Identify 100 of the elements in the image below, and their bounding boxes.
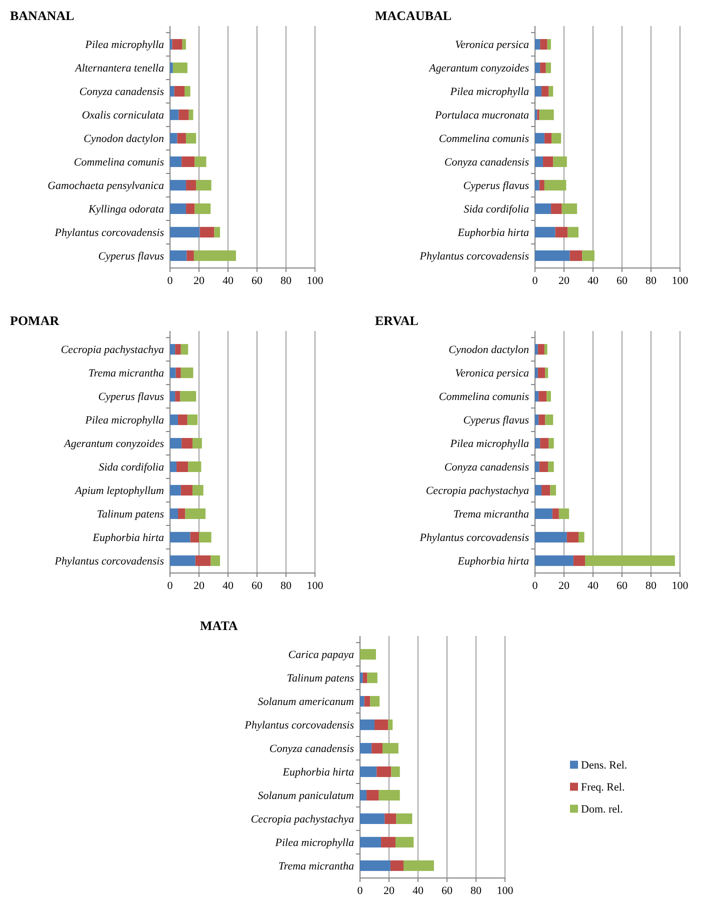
bar (175, 391, 180, 402)
bar (170, 532, 190, 542)
bar (177, 132, 186, 144)
x-tick-label: 20 (558, 275, 570, 287)
y-tick-label: Conyza canadensis (444, 462, 529, 474)
x-tick-label: 100 (306, 580, 324, 592)
bar (360, 719, 374, 730)
bar (192, 484, 204, 496)
y-tick-label: Conyza canadensis (444, 156, 529, 169)
bar (178, 414, 188, 426)
bar (170, 508, 178, 519)
bar (170, 414, 178, 426)
bar (547, 39, 551, 50)
y-tick-label: Phylantus corcovadensis (418, 532, 529, 544)
bar (360, 696, 364, 707)
y-tick-label: Phylantus corcovadensis (244, 720, 354, 732)
bar (535, 391, 539, 402)
bar (180, 391, 196, 402)
bar (199, 532, 212, 542)
y-tick-label: Veronica persica (455, 368, 530, 380)
y-tick-label: Pilea microphylla (84, 414, 164, 427)
y-tick-label: Commelina comunis (438, 391, 529, 404)
bar (388, 719, 393, 730)
bar (170, 438, 182, 449)
bar (174, 86, 184, 97)
bar (542, 156, 554, 168)
bar (540, 62, 546, 74)
bar (546, 391, 551, 402)
y-tick-label: Agerantum conyzoides (428, 62, 529, 75)
y-tick-label: Commelina comunis (74, 156, 164, 169)
x-tick-label: 40 (222, 580, 234, 592)
bar (188, 109, 194, 120)
bar (535, 132, 544, 144)
bar (170, 62, 173, 74)
bar (552, 132, 562, 144)
x-tick-label: 40 (222, 275, 234, 287)
bar (170, 484, 181, 496)
bar (535, 156, 543, 168)
bar (381, 836, 396, 848)
bar (535, 344, 538, 355)
bar (180, 484, 192, 496)
bar (376, 766, 392, 778)
bar (210, 555, 220, 566)
bar (382, 742, 398, 754)
y-tick-label: Cynodon dactylon (448, 344, 530, 356)
bar (535, 86, 542, 97)
y-tick-label: Cyperus flavus (463, 180, 529, 192)
bar (360, 672, 363, 684)
bar (182, 438, 192, 449)
bar (535, 368, 538, 378)
bar (535, 250, 570, 261)
bar (539, 109, 554, 120)
y-tick-label: Agerantum conyzoides (63, 438, 164, 450)
bar (360, 766, 377, 778)
y-tick-label: Talinum patens (96, 508, 164, 521)
y-tick-label: Talinum patens (286, 672, 354, 685)
bar (552, 508, 559, 519)
bar (178, 109, 189, 120)
bar (170, 203, 186, 214)
y-tick-label: Portulaca mucronata (434, 110, 530, 122)
y-tick-label: Pilea microphylla (449, 86, 530, 98)
bar (196, 180, 212, 191)
bar (378, 790, 400, 801)
bar (535, 555, 574, 566)
bar (186, 132, 196, 144)
bar (180, 344, 188, 355)
bar (548, 86, 554, 97)
bar (538, 414, 546, 426)
legend-label: Dens. Rel. (581, 760, 628, 772)
bar (360, 742, 372, 754)
bar (544, 180, 566, 191)
bar (535, 438, 540, 449)
bar (582, 250, 594, 261)
y-tick-label: Trema micrantha (453, 508, 530, 521)
bar (178, 508, 186, 519)
y-tick-label: Cyperus flavus (98, 250, 164, 263)
y-tick-label: Euphorbia hirta (282, 766, 354, 779)
bar (170, 344, 176, 355)
bar (190, 532, 199, 542)
x-tick-label: 20 (558, 580, 570, 592)
y-tick-label: Cyperus flavus (463, 414, 529, 427)
bar (535, 62, 540, 74)
bar (195, 555, 211, 566)
y-tick-label: Trema micrantha (278, 860, 354, 873)
y-tick-label: Kyllinga odorata (88, 204, 164, 216)
bar (374, 719, 388, 730)
y-tick-label: Sida cordifolia (98, 462, 164, 474)
bar (391, 766, 400, 778)
x-tick-label: 100 (306, 275, 324, 287)
bar (360, 790, 367, 801)
y-tick-label: Pilea microphylla (449, 438, 530, 450)
y-tick-label: Apium leptophyllum (74, 485, 164, 498)
bar (186, 203, 195, 214)
y-tick-label: Euphorbia hirta (92, 532, 164, 544)
bar (172, 62, 188, 74)
x-tick-label: 0 (357, 885, 364, 897)
bar (535, 414, 539, 426)
y-tick-label: Cecropia pachystachya (250, 814, 354, 826)
x-tick-label: 80 (280, 275, 292, 287)
bar (176, 461, 188, 472)
